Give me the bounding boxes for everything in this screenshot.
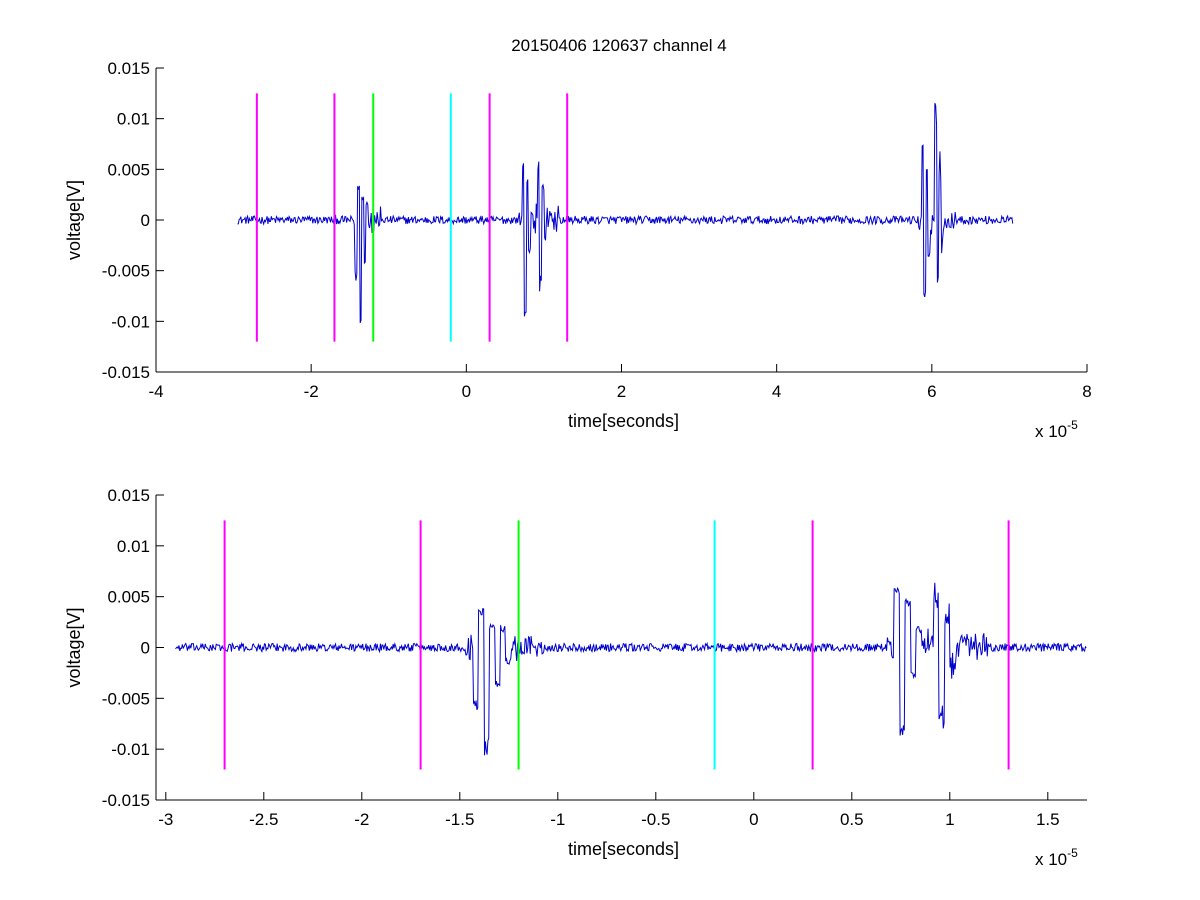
y-tick-label: 0.005 [107, 160, 150, 179]
x-axis-label: time[seconds] [568, 411, 679, 431]
x-tick-label: 2 [617, 382, 626, 401]
x-tick-label: -3 [158, 810, 173, 829]
y-tick-label: 0 [141, 639, 150, 658]
x-axis-label: time[seconds] [568, 839, 679, 859]
x-tick-label: -1 [550, 810, 565, 829]
signal-trace [175, 582, 1087, 756]
x-tick-label: -0.5 [641, 810, 670, 829]
y-tick-label: 0.01 [117, 537, 150, 556]
x-tick-label: 6 [927, 382, 936, 401]
x-tick-label: 0 [462, 382, 471, 401]
y-tick-label: -0.01 [111, 312, 150, 331]
x-tick-label: 8 [1082, 382, 1091, 401]
y-tick-label: -0.01 [111, 740, 150, 759]
x-tick-label: -1.5 [445, 810, 474, 829]
x-tick-label: 1 [945, 810, 954, 829]
y-axis-label: voltage[V] [64, 607, 84, 687]
y-tick-label: -0.015 [102, 363, 150, 382]
x-tick-label: -2 [354, 810, 369, 829]
y-tick-label: -0.005 [102, 689, 150, 708]
chart-panel-1: -4 -2 0 2 4 6 8 -0.015 -0.01 -0.005 0 0.005 0.01 0.01… [64, 59, 1092, 441]
y-axis-label: voltage[V] [64, 180, 84, 260]
x-tick-label: -4 [148, 382, 163, 401]
y-tick-label: -0.005 [102, 262, 150, 281]
x-tick-label: 0.5 [840, 810, 864, 829]
x-tick-label: 4 [772, 382, 781, 401]
y-tick-label: -0.015 [102, 791, 150, 810]
y-tick-label: 0.01 [117, 110, 150, 129]
signal-trace [237, 102, 1014, 323]
x-tick-label: -2.5 [249, 810, 278, 829]
y-tick-label: 0.015 [107, 59, 150, 78]
y-tick-label: 0.005 [107, 588, 150, 607]
x-tick-label: -2 [304, 382, 319, 401]
x-scale-note: x 10-5 [1035, 846, 1078, 869]
y-tick-label: 0 [141, 211, 150, 230]
x-scale-note: x 10-5 [1035, 418, 1078, 441]
x-tick-label: 1.5 [1036, 810, 1060, 829]
y-tick-label: 0.015 [107, 486, 150, 505]
chart-panel-2: -3 -2.5 -2 -1.5 -1 -0.5 0 0.5 1 1.5 -0.015 -0.01 -0.… [64, 486, 1087, 869]
x-tick-label: 0 [749, 810, 758, 829]
figure-title: 20150406 120637 channel 4 [511, 36, 727, 55]
